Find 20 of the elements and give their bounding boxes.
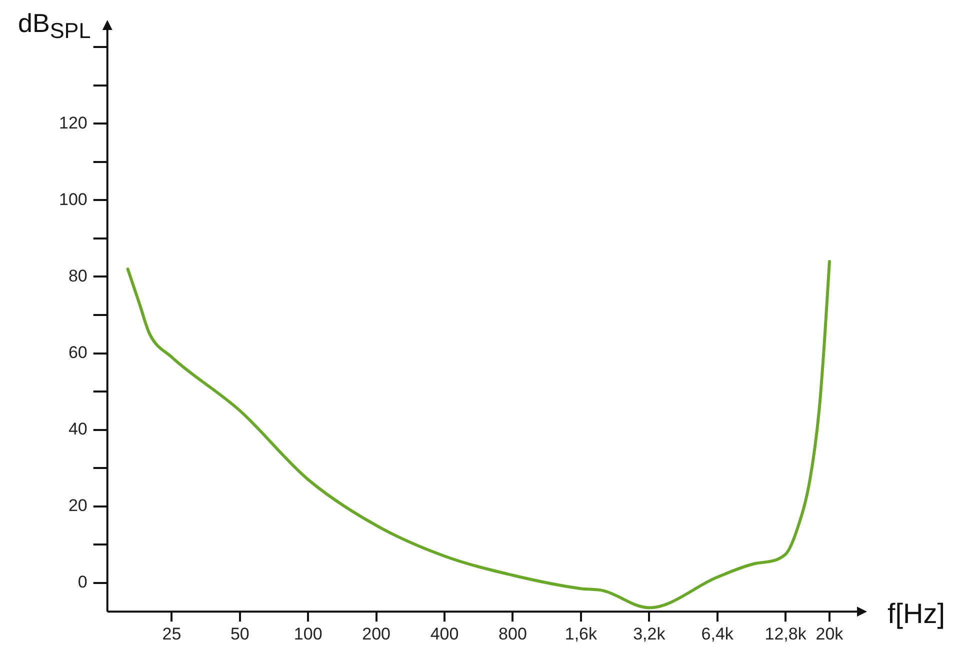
x-tick-label: 3,2k [633, 624, 666, 644]
x-tick-label: 12,8k [764, 624, 807, 644]
y-tick-label: 20 [68, 496, 88, 516]
y-tick-label: 0 [78, 572, 88, 592]
x-axis-title: f[Hz] [887, 598, 945, 630]
y-tick-label: 60 [68, 342, 88, 362]
y-tick-label: 100 [58, 190, 88, 209]
y-tick-label: 40 [68, 420, 88, 439]
x-tick-label: 50 [230, 624, 250, 644]
x-tick-label: 400 [430, 624, 459, 644]
x-tick-label: 1,6k [564, 624, 598, 644]
y-axis-title: dB$_{SPL}$ [18, 8, 91, 44]
x-tick-label: 25 [162, 624, 182, 644]
x-tick-label: 100 [294, 624, 322, 644]
x-tick-label: 800 [498, 624, 527, 644]
x-tick-label: 6,4k [701, 624, 734, 644]
y-tick-label: 80 [68, 266, 88, 286]
x-tick-label: 200 [362, 624, 391, 644]
x-tick-label: 20k [816, 624, 844, 644]
y-tick-label: 120 [58, 113, 88, 132]
